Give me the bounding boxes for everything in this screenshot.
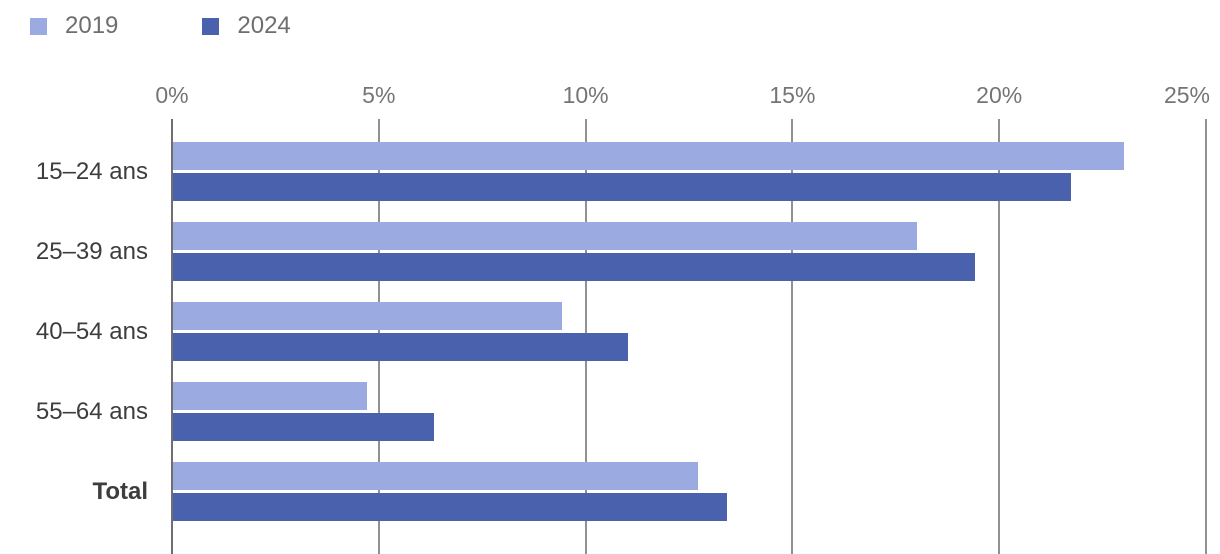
x-tick-label: 5%: [362, 82, 396, 108]
bar-2024-15–24 ans: [173, 173, 1071, 201]
legend: 2019 2024: [30, 14, 291, 38]
bar-2024-55–64 ans: [173, 413, 434, 441]
category-label: 55–64 ans: [35, 397, 148, 425]
gridline-25%: [1205, 119, 1207, 554]
x-tick-label: 0%: [155, 82, 189, 108]
bar-2019-Total: [173, 462, 699, 490]
category-label: Total: [92, 477, 148, 505]
axis-line: [171, 119, 173, 554]
x-tick-label: 15%: [769, 82, 816, 108]
category-label: 40–54 ans: [35, 317, 148, 345]
legend-item-2019: 2019: [30, 14, 118, 38]
category-label: 15–24 ans: [35, 157, 148, 185]
x-tick-label: 10%: [562, 82, 609, 108]
legend-label: 2024: [237, 12, 291, 39]
bar-2019-55–64 ans: [173, 382, 368, 410]
bar-2024-25–39 ans: [173, 253, 976, 281]
gridline-20%: [998, 119, 1001, 554]
legend-label: 2019: [65, 12, 119, 39]
bar-2024-Total: [173, 493, 728, 521]
legend-item-2024: 2024: [202, 12, 291, 39]
bar-2019-15–24 ans: [173, 142, 1125, 170]
legend-swatch-icon: [202, 17, 220, 35]
bar-2019-25–39 ans: [173, 222, 918, 250]
bar-2024-40–54 ans: [173, 333, 628, 361]
x-tick-label: 25%: [1163, 82, 1210, 108]
bar-2019-40–54 ans: [173, 302, 562, 330]
legend-swatch-icon: [30, 17, 47, 35]
gridline-15%: [791, 119, 794, 554]
category-label: 25–39 ans: [35, 237, 148, 265]
x-tick-label: 20%: [976, 82, 1023, 108]
